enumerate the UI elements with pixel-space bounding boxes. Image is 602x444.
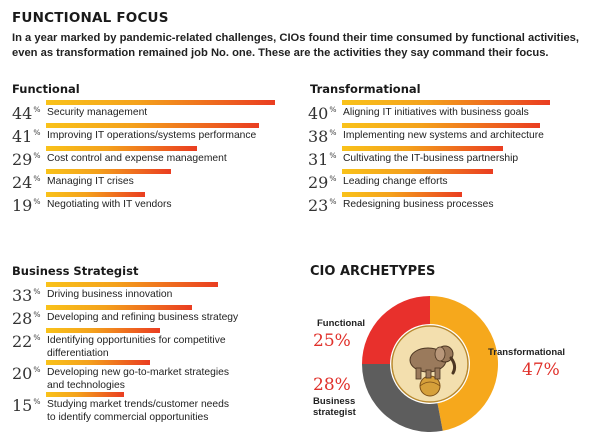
transformational-value-label: 38%	[308, 127, 337, 146]
functional-category-label: Improving IT operations/systems performa…	[47, 130, 257, 141]
business-strategist-value-label: 15%	[12, 396, 41, 415]
transformational-heading: Transformational	[310, 82, 421, 96]
percent-sign: %	[329, 105, 337, 114]
business-strategist-value-label: 20%	[12, 364, 41, 383]
percent-sign: %	[33, 151, 41, 160]
transformational-value-label: 40%	[308, 104, 337, 123]
business-strategist-category-label: Developing and refining business strateg…	[47, 312, 239, 323]
transformational-category-label: Cultivating the IT-business partnership	[343, 153, 519, 164]
percent-sign: %	[33, 333, 41, 342]
business-strategist-heading: Business Strategist	[12, 264, 139, 278]
transformational-bar	[342, 169, 493, 174]
functional-category-label: Security management	[47, 107, 148, 118]
functional-bar	[46, 100, 275, 105]
transformational-category-label: Aligning IT initiatives with business go…	[343, 107, 529, 118]
percent-sign: %	[33, 287, 41, 296]
percent-sign: %	[33, 365, 41, 374]
business-strategist-value-label: 33%	[12, 286, 41, 305]
transformational-category-label: Implementing new systems and architectur…	[343, 130, 544, 141]
elephant-on-ball-illustration	[409, 345, 457, 397]
donut-label-business-strategist-line-1: Business	[313, 396, 356, 407]
transformational-bar	[342, 146, 504, 151]
donut-pct-business-strategist: 28%	[313, 375, 351, 395]
percent-sign: %	[33, 197, 41, 206]
functional-value-label: 29%	[12, 150, 41, 169]
business-strategist-bar	[46, 360, 150, 365]
business-strategist-bar	[46, 305, 192, 310]
business-strategist-category-label: Driving business innovation	[47, 289, 173, 300]
functional-category-label: Negotiating with IT vendors	[47, 199, 172, 210]
cio-archetypes-title: CIO ARCHETYPES	[310, 264, 436, 279]
percent-sign: %	[329, 197, 337, 206]
functional-bar	[46, 192, 145, 197]
business-strategist-category-label: Developing new go-to-market strategies an…	[47, 367, 230, 391]
transformational-category-label: Redesigning business processes	[343, 199, 494, 210]
functional-value-label: 41%	[12, 127, 41, 146]
transformational-bar	[342, 123, 540, 128]
percent-sign: %	[33, 128, 41, 137]
donut-label-business-strategist-line-2: strategist	[313, 407, 356, 418]
donut-label-transformational: Transformational	[488, 347, 566, 358]
functional-bar	[46, 146, 197, 151]
transformational-value-label: 29%	[308, 173, 337, 192]
business-strategist-bar	[46, 328, 161, 333]
functional-bar	[46, 169, 171, 174]
functional-category-label: Managing IT crises	[47, 176, 134, 187]
functional-bar	[46, 123, 260, 128]
donut-label-business-strategist: Business strategist	[313, 396, 356, 418]
page-subtitle: In a year marked by pandemic-related cha…	[12, 32, 579, 59]
functional-heading: Functional	[12, 82, 80, 96]
business-strategist-value-label: 22%	[12, 332, 41, 351]
transformational-bar	[342, 192, 462, 197]
functional-value-label: 19%	[12, 196, 41, 215]
business-strategist-category-label: Identifying opportunities for competitiv…	[47, 335, 226, 359]
donut-label-functional: Functional	[317, 318, 366, 329]
transformational-bar	[342, 100, 550, 105]
percent-sign: %	[33, 397, 41, 406]
percent-sign: %	[33, 310, 41, 319]
transformational-value-label: 31%	[308, 150, 337, 169]
transformational-value-label: 23%	[308, 196, 337, 215]
percent-sign: %	[33, 174, 41, 183]
business-strategist-bar	[46, 392, 124, 397]
percent-sign: %	[329, 128, 337, 137]
donut-slice-transformational	[430, 296, 498, 431]
business-strategist-value-label: 28%	[12, 309, 41, 328]
percent-sign: %	[33, 105, 41, 114]
business-strategist-bar	[46, 282, 218, 287]
percent-sign: %	[329, 174, 337, 183]
percent-sign: %	[329, 151, 337, 160]
donut-slice-business-strategist	[362, 364, 443, 432]
donut-slice-functional	[362, 296, 430, 364]
business-strategist-category-label: Studying market trends/customer needs to …	[47, 399, 230, 423]
functional-value-label: 24%	[12, 173, 41, 192]
page-title: FUNCTIONAL FOCUS	[12, 10, 169, 26]
functional-category-label: Cost control and expense management	[47, 153, 227, 164]
transformational-category-label: Leading change efforts	[343, 176, 448, 187]
donut-medallion-ring	[391, 325, 469, 403]
donut-pct-functional: 25%	[313, 331, 351, 351]
donut-pct-transformational: 47%	[522, 360, 560, 380]
cio-archetypes-donut-chart	[362, 296, 498, 432]
functional-value-label: 44%	[12, 104, 41, 123]
